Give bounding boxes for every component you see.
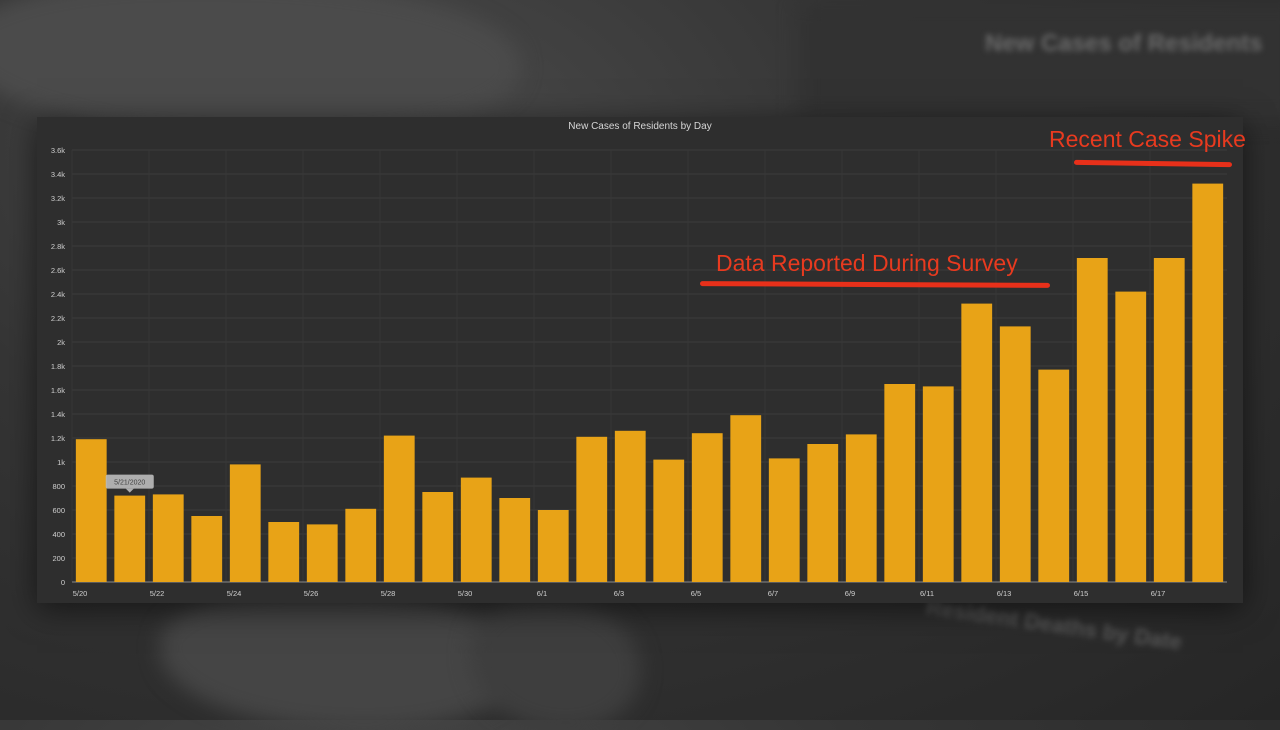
y-tick-label: 1.6k [51,386,65,395]
y-tick-label: 1.2k [51,434,65,443]
tooltip: 5/21/2020 [105,474,154,493]
y-tick-label: 3.6k [51,146,65,155]
bar-6-9[interactable] [845,434,877,582]
survey-annotation-label: Data Reported During Survey [716,250,1018,276]
x-tick-label: 6/11 [920,589,934,598]
bar-6-5[interactable] [691,433,723,582]
y-tick-label: 2.4k [51,290,65,299]
x-tick-label: 6/9 [845,589,855,598]
bar-6-11[interactable] [922,386,954,582]
bar-6-18[interactable] [1192,183,1224,582]
bar-6-3[interactable] [614,430,646,582]
x-axis-ticks: 5/20 5/22 5/24 5/26 5/28 5/30 6/1 6/3 6/5 6/7 6/9 6… [73,589,1166,598]
bar-5-20[interactable] [75,439,107,582]
y-tick-label: 2k [57,338,65,347]
bar-5-28[interactable] [383,435,415,582]
background-blurred-subtitle: Resident Deaths by Date [924,594,1184,655]
bar-6-13[interactable] [999,326,1031,582]
bar-5-25[interactable] [268,522,300,582]
y-axis-ticks: 0 200 400 600 800 1k 1.2k 1.4k 1.6k 1.8k 2k 2.2k 2.4… [51,146,65,587]
chart-title: New Cases of Residents by Day [568,121,711,132]
grid-lines [71,149,1227,583]
bar-5-21[interactable] [114,495,146,582]
y-tick-label: 400 [52,530,65,539]
x-tick-label: 6/7 [768,589,778,598]
spike-annotation-label: Recent Case Spike [1049,126,1246,152]
bar-6-1[interactable] [537,510,569,582]
y-tick-label: 600 [52,506,65,515]
y-tick-label: 2.8k [51,242,65,251]
bar-chart: New Cases of Residents by Day 0 200 400 600… [51,121,1227,598]
y-tick-label: 3.2k [51,194,65,203]
background-map-shape [470,600,640,730]
y-tick-label: 1.8k [51,362,65,371]
tooltip-pointer [125,488,134,493]
bar-5-26[interactable] [306,524,338,582]
bar-5-29[interactable] [422,492,454,582]
y-tick-label: 2.2k [51,314,65,323]
bar-5-23[interactable] [191,516,223,582]
x-tick-label: 5/20 [73,589,88,598]
bar-5-22[interactable] [152,494,184,582]
bar-6-6[interactable] [730,415,762,582]
chart-panel: New Cases of Residents by Day 0 200 400 600… [37,117,1243,603]
y-tick-label: 1.4k [51,410,65,419]
bar-6-17[interactable] [1153,258,1185,582]
bar-6-12[interactable] [961,303,993,582]
tooltip-box [105,474,154,489]
x-tick-label: 6/17 [1151,589,1166,598]
x-tick-label: 6/15 [1074,589,1089,598]
background-panel [800,0,1280,120]
bar-6-10[interactable] [884,384,916,582]
background-blurred-title: New Cases of Residents [985,30,1263,57]
x-tick-label: 5/22 [150,589,165,598]
background-map-shape [160,590,520,730]
background-map-shape [0,0,520,140]
x-tick-label: 5/28 [381,589,396,598]
bar-6-2[interactable] [576,436,608,582]
x-tick-label: 6/5 [691,589,701,598]
y-tick-label: 200 [52,554,65,563]
y-tick-label: 800 [52,482,65,491]
bar-6-7[interactable] [768,458,800,582]
tooltip-text: 5/21/2020 [114,480,145,487]
bar-5-27[interactable] [345,508,377,582]
bar-6-8[interactable] [807,444,839,582]
y-tick-label: 3.4k [51,170,65,179]
x-tick-label: 6/3 [614,589,624,598]
bar-5-30[interactable] [460,477,492,582]
x-tick-label: 5/24 [227,589,242,598]
x-tick-label: 5/30 [458,589,473,598]
bar-5-31[interactable] [499,498,531,582]
y-tick-label: 3k [57,218,65,227]
x-tick-label: 6/1 [537,589,547,598]
bar-6-14[interactable] [1038,369,1070,582]
bar-6-15[interactable] [1076,258,1108,582]
y-tick-label: 1k [57,458,65,467]
x-tick-label: 6/13 [997,589,1012,598]
bar-5-24[interactable] [229,464,261,582]
bar-6-16[interactable] [1115,291,1147,582]
bars [75,183,1224,582]
y-tick-label: 2.6k [51,266,65,275]
y-tick-label: 0 [61,578,65,587]
x-tick-label: 5/26 [304,589,319,598]
bar-6-4[interactable] [653,459,685,582]
